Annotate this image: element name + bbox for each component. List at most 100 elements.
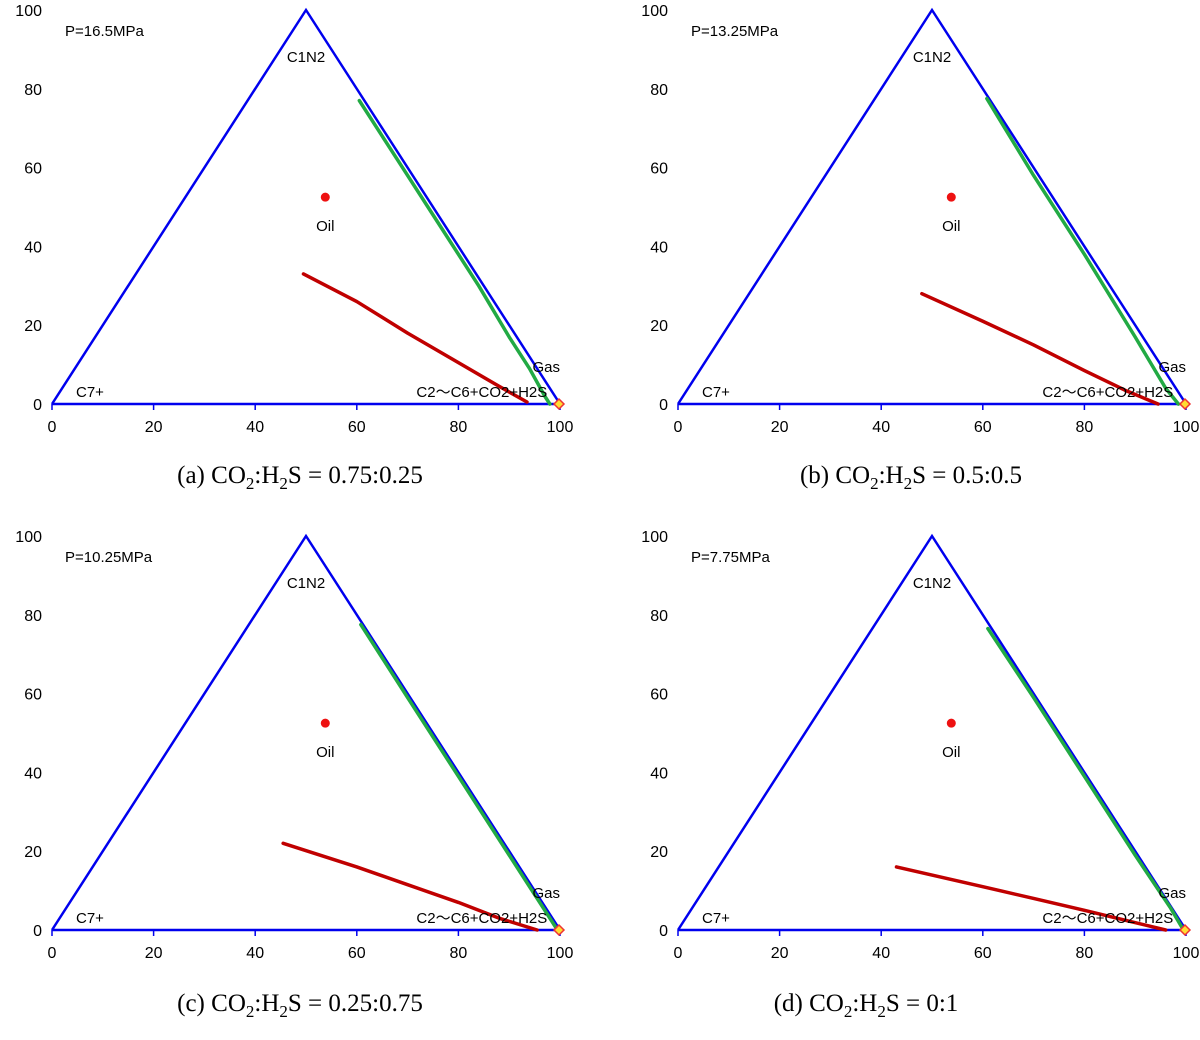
vertex-label-right: C2～C6+CO2+H2S xyxy=(416,910,547,927)
y-tick-label: 80 xyxy=(24,608,42,625)
oil-point xyxy=(320,718,330,728)
y-tick-label: 40 xyxy=(24,239,42,256)
x-tick-label: 100 xyxy=(547,945,574,962)
caption-c: (c) CO2:H2S = 0.25:0.75 xyxy=(177,990,423,1021)
oil-point xyxy=(946,718,956,728)
x-tick-label: 80 xyxy=(1076,945,1094,962)
caption-ratio-c2: 0.75 xyxy=(379,990,423,1017)
x-tick-label: 100 xyxy=(1173,945,1200,962)
vertex-label-top: C1N2 xyxy=(287,575,325,592)
caption-label-a: (a) xyxy=(177,462,205,489)
ternary-plot-a: 0 20 40 60 80 100 0 20 40 60 80 100 P=16.5MPa C1N2 C7+… xyxy=(15,3,574,436)
y-tick-label: 80 xyxy=(650,608,668,625)
vertex-label-left: C7+ xyxy=(702,384,730,401)
y-tick-label: 40 xyxy=(650,765,668,782)
x-tick-label: 0 xyxy=(674,419,683,436)
y-tick-label: 40 xyxy=(24,765,42,782)
x-tick-label: 40 xyxy=(872,945,890,962)
gas-label: Gas xyxy=(532,885,560,902)
gas-label: Gas xyxy=(532,359,560,376)
caption-ratio-d2: 1 xyxy=(945,990,959,1017)
bubble-point-line xyxy=(301,272,529,404)
gas-label: Gas xyxy=(1158,359,1186,376)
pressure-label: P=7.75MPa xyxy=(691,549,770,566)
x-tick-label: 40 xyxy=(872,419,890,436)
vertex-label-right: C2～C6+CO2+H2S xyxy=(1042,384,1173,401)
caption-ratio-b2: 0.5 xyxy=(990,462,1023,489)
caption-label-c: (c) xyxy=(177,990,205,1017)
chart-panel-a: 0 20 40 60 80 100 0 20 40 60 80 100 P=16.5MPa C1N2 C7+… xyxy=(0,0,600,514)
x-tick-label: 40 xyxy=(246,945,264,962)
x-tick-label: 60 xyxy=(348,419,366,436)
oil-point xyxy=(946,192,956,202)
x-tick-label: 80 xyxy=(1076,419,1094,436)
vertex-label-right: C2～C6+CO2+H2S xyxy=(416,384,547,401)
y-tick-label: 80 xyxy=(650,82,668,99)
dew-point-line xyxy=(986,626,1186,932)
x-tick-label: 60 xyxy=(974,945,992,962)
y-tick-label: 0 xyxy=(33,923,42,940)
dew-point-line xyxy=(357,98,552,406)
oil-label: Oil xyxy=(942,218,960,235)
y-tick-label: 0 xyxy=(33,397,42,414)
gas-point xyxy=(1178,397,1192,411)
dew-point-line xyxy=(359,622,560,932)
x-tick-label: 60 xyxy=(348,945,366,962)
bubble-point-line xyxy=(920,291,1160,406)
pressure-label: P=13.25MPa xyxy=(691,23,779,40)
vertex-label-left: C7+ xyxy=(702,910,730,927)
y-tick-label: 20 xyxy=(24,844,42,861)
y-tick-label: 60 xyxy=(650,687,668,704)
y-tick-label: 100 xyxy=(15,529,42,546)
oil-label: Oil xyxy=(316,218,334,235)
x-tick-label: 20 xyxy=(771,419,789,436)
bubble-point-line xyxy=(281,841,539,932)
y-tick-label: 80 xyxy=(24,82,42,99)
x-tick-label: 0 xyxy=(674,945,683,962)
gas-point xyxy=(1178,923,1192,937)
ternary-triangle xyxy=(50,7,563,406)
bubble-point-line xyxy=(894,865,1168,932)
y-tick-label: 20 xyxy=(24,318,42,335)
caption-d: (d) CO2:H2S = 0:1 xyxy=(773,990,959,1021)
x-tick-label: 0 xyxy=(48,945,57,962)
ternary-triangle xyxy=(50,533,563,932)
oil-label: Oil xyxy=(942,744,960,761)
vertex-label-top: C1N2 xyxy=(287,49,325,66)
vertex-label-top: C1N2 xyxy=(913,49,951,66)
x-tick-label: 80 xyxy=(450,945,468,962)
x-tick-label: 20 xyxy=(145,419,163,436)
x-tick-label: 100 xyxy=(1173,419,1200,436)
vertex-label-right: C2～C6+CO2+H2S xyxy=(1042,910,1173,927)
y-tick-label: 60 xyxy=(24,687,42,704)
oil-label: Oil xyxy=(316,744,334,761)
y-tick-label: 60 xyxy=(650,161,668,178)
ternary-plot-d: 0 20 40 60 80 100 0 20 40 60 80 100 P=7.75MPa C1N2 C7+… xyxy=(641,529,1200,962)
x-tick-label: 60 xyxy=(974,419,992,436)
ternary-plot-c: 0 20 40 60 80 100 0 20 40 60 80 100 P=10.25MPa C1N2 C7… xyxy=(15,529,574,962)
chart-panel-c: 0 20 40 60 80 100 0 20 40 60 80 100 P=10.25MPa C1N2 C7… xyxy=(0,526,600,1040)
gas-point xyxy=(552,397,566,411)
x-tick-label: 40 xyxy=(246,419,264,436)
caption-ratio-a2: 0.25 xyxy=(379,462,423,489)
vertex-label-left: C7+ xyxy=(76,910,104,927)
ternary-triangle xyxy=(676,7,1189,406)
x-tick-label: 100 xyxy=(547,419,574,436)
y-tick-label: 0 xyxy=(659,397,668,414)
x-tick-label: 0 xyxy=(48,419,57,436)
pressure-label: P=16.5MPa xyxy=(65,23,144,40)
y-tick-label: 100 xyxy=(15,3,42,20)
x-tick-label: 20 xyxy=(145,945,163,962)
x-tick-label: 80 xyxy=(450,419,468,436)
x-tick-label: 20 xyxy=(771,945,789,962)
gas-point xyxy=(552,923,566,937)
caption-ratio-a1: 0.75 xyxy=(328,462,373,489)
chart-panel-d: 0 20 40 60 80 100 0 20 40 60 80 100 P=7.75MPa C1N2 C7+… xyxy=(626,526,1200,1040)
y-tick-label: 100 xyxy=(641,3,668,20)
vertex-label-left: C7+ xyxy=(76,384,104,401)
gas-label: Gas xyxy=(1158,885,1186,902)
y-tick-label: 40 xyxy=(650,239,668,256)
caption-ratio-b1: 0.5 xyxy=(952,462,984,489)
vertex-label-top: C1N2 xyxy=(913,575,951,592)
y-tick-label: 100 xyxy=(641,529,668,546)
